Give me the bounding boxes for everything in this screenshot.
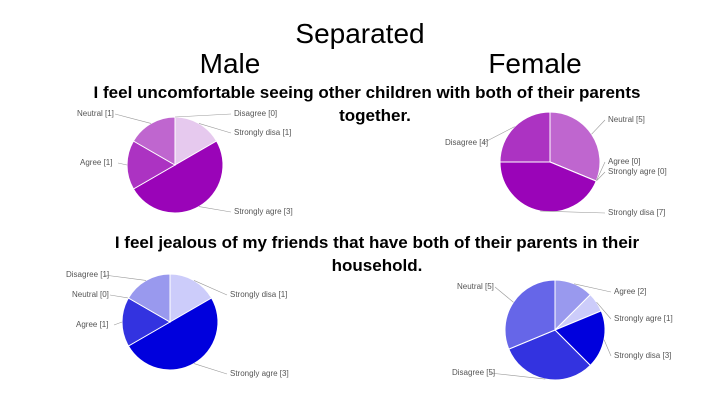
slice-label: Strongly agre [3] [230, 369, 289, 378]
slice-label: Strongly agre [0] [608, 167, 667, 176]
slice-label: Strongly disa [3] [614, 351, 671, 360]
leader-line [591, 119, 606, 135]
slice-label: Neutral [5] [457, 282, 494, 291]
question-line: I feel uncomfortable seeing other childr… [94, 83, 641, 102]
question-line: together. [339, 106, 411, 125]
slice-label: Strongly agre [1] [614, 314, 673, 323]
slice-label: Strongly disa [7] [608, 208, 665, 217]
leader-line [595, 171, 606, 182]
slice-label: Disagree [5] [452, 368, 495, 377]
question-line: household. [332, 256, 423, 275]
leader-line [103, 274, 147, 281]
leader-line [113, 321, 123, 326]
slice-label: Neutral [0] [72, 290, 109, 299]
leader-line [109, 294, 129, 299]
pie-slice [121, 297, 171, 347]
leader-line [482, 126, 515, 144]
slice-label: Agree [1] [76, 320, 108, 329]
leader-line [540, 210, 606, 214]
slice-label: Disagree [1] [66, 270, 109, 279]
slice-label: Strongly agre [3] [234, 207, 293, 216]
slice-label: Neutral [1] [77, 109, 114, 118]
slice-label: Agree [0] [608, 157, 640, 166]
leader-line [193, 280, 228, 296]
leader-line [574, 283, 612, 293]
leader-line [603, 339, 612, 357]
leader-line [595, 161, 606, 182]
pie-slice [508, 329, 592, 381]
leader-line [489, 372, 546, 380]
pie-slice [132, 140, 224, 214]
leader-line [114, 113, 152, 124]
female-heading: Female [488, 48, 581, 79]
question-line: I feel jealous of my friends that have b… [115, 233, 640, 252]
pie-slice [127, 273, 171, 323]
leader-line [174, 113, 232, 118]
slide-title: Separated [295, 18, 424, 49]
pie-slice [127, 297, 219, 371]
leader-line [193, 363, 228, 375]
leader-line [198, 123, 232, 134]
pie-slice [554, 310, 606, 367]
leader-line [117, 162, 128, 166]
leader-line [198, 206, 232, 213]
pie-slice [169, 273, 213, 323]
slice-label: Strongly disa [1] [230, 290, 287, 299]
pie-slice [126, 140, 176, 190]
male-heading: Male [200, 48, 261, 79]
pie-slice [132, 116, 176, 166]
slice-label: Disagree [0] [234, 109, 277, 118]
leader-line [494, 286, 514, 303]
pie-slice [499, 111, 551, 163]
pie-slice [504, 279, 556, 350]
pie-slice [549, 111, 601, 182]
slice-label: Strongly disa [1] [234, 128, 291, 137]
slice-label: Agree [2] [614, 287, 646, 296]
slice-label: Neutral [5] [608, 115, 645, 124]
slice-label: Agree [1] [80, 158, 112, 167]
slice-label: Disagree [4] [445, 138, 488, 147]
leader-line [596, 302, 612, 320]
